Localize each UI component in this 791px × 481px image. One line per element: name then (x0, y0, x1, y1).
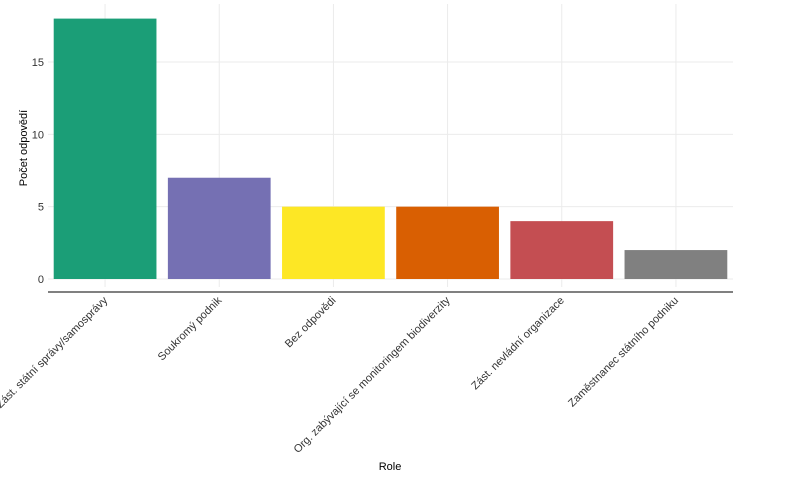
y-axis-ticks: 0 5 10 15 (32, 57, 44, 286)
bar (53, 18, 157, 279)
bars (53, 18, 728, 279)
y-tick-label: 15 (32, 57, 44, 69)
y-tick-label: 0 (38, 274, 44, 286)
bar (167, 177, 271, 279)
x-axis-title: Role (379, 461, 402, 473)
x-axis-ticks: Zást. státní správy/samosprávy Soukromý p… (0, 294, 681, 455)
x-tick-label: Zást. nevládní organizace (469, 295, 567, 393)
bar (510, 221, 614, 279)
y-axis-title: Počet odpovědí (18, 110, 30, 186)
bar (396, 206, 499, 279)
y-tick-label: 5 (38, 202, 44, 214)
x-tick-label: Soukromý podnik (156, 294, 225, 363)
x-tick-label: Zaměstnanec státního podniku (566, 295, 681, 410)
x-tick-label: Zást. státní správy/samosprávy (0, 294, 111, 410)
x-tick-label: Bez odpovědi (283, 295, 339, 351)
y-tick-label: 10 (32, 129, 44, 141)
bar (282, 206, 385, 279)
bar (624, 250, 728, 279)
